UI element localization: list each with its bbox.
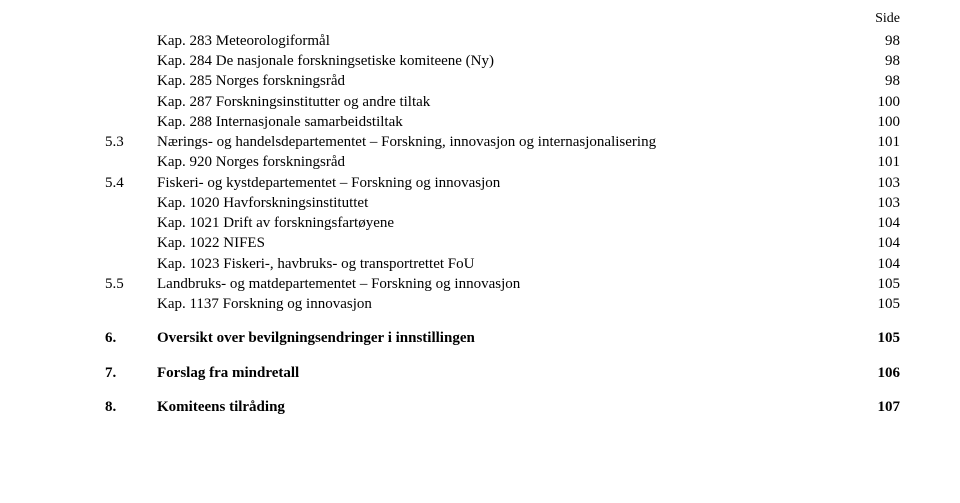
- toc-entry-number: 5.4: [105, 173, 157, 193]
- toc-entry-page: 107: [866, 397, 900, 417]
- toc-entry-page: 98: [866, 51, 900, 71]
- toc-entry-label: Kap. 1020 Havforskningsinstituttet: [157, 193, 368, 213]
- table-of-contents: Kap. 283 Meteorologiformål 98 Kap. 284 De …: [105, 31, 900, 417]
- toc-entry-label: Landbruks- og matdepartementet – Forskni…: [157, 274, 520, 294]
- toc-entry-label: Kap. 920 Norges forskningsråd: [157, 152, 345, 172]
- toc-entry: Kap. 920 Norges forskningsråd 101: [105, 152, 900, 172]
- toc-entry-page: 105: [866, 274, 900, 294]
- toc-entry-page: 101: [866, 132, 900, 152]
- page-side-header: Side: [105, 10, 900, 29]
- toc-entry: 5.3Nærings- og handelsdepartementet – Fo…: [105, 132, 900, 152]
- toc-entry-label: Kap. 284 De nasjonale forskningsetiske k…: [157, 51, 494, 71]
- toc-entry: Kap. 288 Internasjonale samarbeidstiltak…: [105, 112, 900, 132]
- toc-entry-number: 7.: [105, 363, 157, 383]
- toc-entry-label: Kap. 285 Norges forskningsråd: [157, 71, 345, 91]
- toc-entry-label: Komiteens tilråding: [157, 397, 285, 417]
- toc-entry-number: 5.3: [105, 132, 157, 152]
- toc-entry-page: 98: [866, 71, 900, 91]
- toc-entry-page: 98: [866, 31, 900, 51]
- toc-entry-number: 6.: [105, 328, 157, 348]
- toc-entry: Kap. 1021 Drift av forskningsfartøyene 10…: [105, 213, 900, 233]
- toc-entry-page: 105: [866, 328, 900, 348]
- toc-entry-number: 8.: [105, 397, 157, 417]
- toc-entry: 5.5Landbruks- og matdepartementet – Fors…: [105, 274, 900, 294]
- toc-entry-label: Fiskeri- og kystdepartementet – Forsknin…: [157, 173, 500, 193]
- toc-entry: 7.Forslag fra mindretall 106: [105, 363, 900, 383]
- toc-entry: Kap. 1137 Forskning og innovasjon 105: [105, 294, 900, 314]
- toc-entry-page: 103: [866, 173, 900, 193]
- toc-entry-page: 104: [866, 233, 900, 253]
- toc-entry-page: 106: [866, 363, 900, 383]
- toc-entry-label: Oversikt over bevilgningsendringer i inn…: [157, 328, 475, 348]
- toc-entry-label: Kap. 288 Internasjonale samarbeidstiltak: [157, 112, 403, 132]
- toc-entry-page: 100: [866, 112, 900, 132]
- toc-entry: 8.Komiteens tilråding 107: [105, 397, 900, 417]
- toc-entry-label: Kap. 287 Forskningsinstitutter og andre …: [157, 92, 430, 112]
- toc-entry-label: Kap. 1137 Forskning og innovasjon: [157, 294, 372, 314]
- toc-entry: 6.Oversikt over bevilgningsendringer i i…: [105, 328, 900, 348]
- toc-entry: Kap. 1022 NIFES 104: [105, 233, 900, 253]
- toc-entry: 5.4Fiskeri- og kystdepartementet – Forsk…: [105, 173, 900, 193]
- toc-entry-page: 100: [866, 92, 900, 112]
- toc-entry-label: Kap. 1023 Fiskeri-, havbruks- og transpo…: [157, 254, 474, 274]
- toc-entry-number: 5.5: [105, 274, 157, 294]
- toc-entry: Kap. 284 De nasjonale forskningsetiske k…: [105, 51, 900, 71]
- toc-entry: Kap. 283 Meteorologiformål 98: [105, 31, 900, 51]
- toc-entry-label: Kap. 1021 Drift av forskningsfartøyene: [157, 213, 394, 233]
- toc-entry-page: 104: [866, 254, 900, 274]
- toc-entry-page: 101: [866, 152, 900, 172]
- toc-entry-label: Kap. 1022 NIFES: [157, 233, 265, 253]
- toc-entry-page: 103: [866, 193, 900, 213]
- toc-entry-label: Forslag fra mindretall: [157, 363, 299, 383]
- toc-entry-label: Kap. 283 Meteorologiformål: [157, 31, 330, 51]
- toc-entry-label: Nærings- og handelsdepartementet – Forsk…: [157, 132, 656, 152]
- toc-entry: Kap. 287 Forskningsinstitutter og andre …: [105, 92, 900, 112]
- toc-entry-page: 105: [866, 294, 900, 314]
- toc-entry: Kap. 1020 Havforskningsinstituttet 103: [105, 193, 900, 213]
- toc-entry: Kap. 285 Norges forskningsråd 98: [105, 71, 900, 91]
- toc-entry-page: 104: [866, 213, 900, 233]
- toc-entry: Kap. 1023 Fiskeri-, havbruks- og transpo…: [105, 254, 900, 274]
